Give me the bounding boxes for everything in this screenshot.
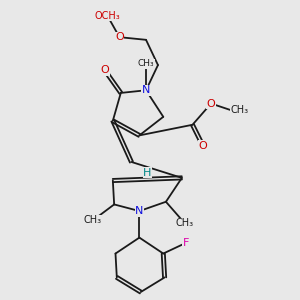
Text: OCH₃: OCH₃ [94, 11, 120, 21]
Text: O: O [115, 32, 124, 42]
Text: O: O [207, 98, 215, 109]
Text: CH₃: CH₃ [176, 218, 194, 228]
Text: CH₃: CH₃ [84, 215, 102, 225]
Text: O: O [199, 141, 208, 151]
Text: F: F [183, 238, 189, 248]
Text: N: N [135, 206, 144, 216]
Text: N: N [142, 85, 150, 95]
Text: CH₃: CH₃ [138, 59, 154, 68]
Text: H: H [143, 168, 152, 178]
Text: O: O [100, 65, 109, 75]
Text: CH₃: CH₃ [231, 105, 249, 115]
